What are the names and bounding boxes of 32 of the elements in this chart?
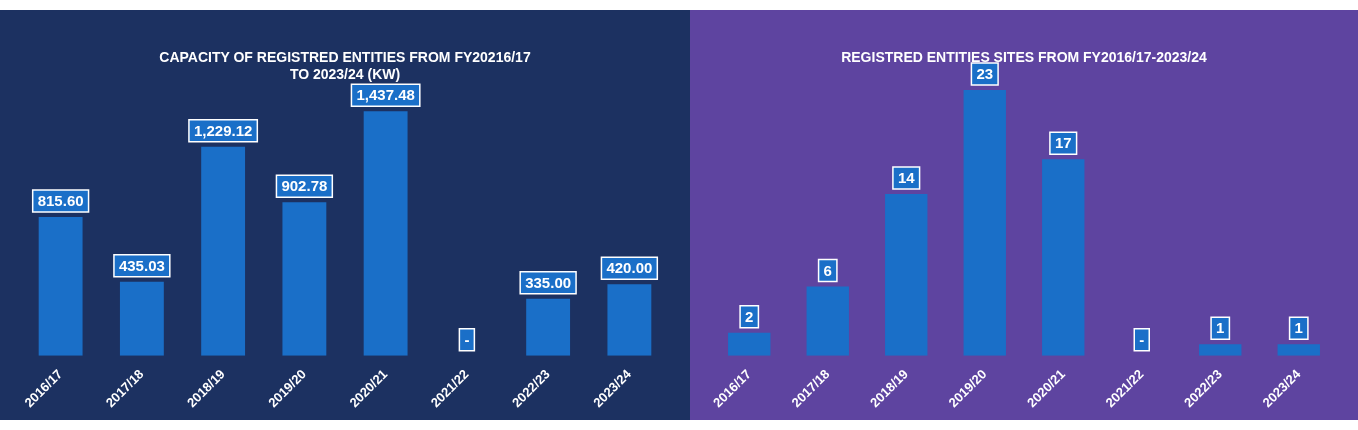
bar	[526, 298, 571, 356]
data-label: 2	[745, 307, 754, 325]
data-label: 17	[1054, 134, 1072, 152]
bar	[282, 202, 327, 356]
data-label: 14	[897, 169, 916, 187]
bar	[806, 286, 849, 356]
bar	[607, 284, 652, 356]
bar	[201, 146, 246, 356]
data-label: 435.03	[118, 256, 165, 274]
data-label: -	[1139, 330, 1145, 348]
data-label: 902.78	[281, 177, 328, 195]
data-label: 1	[1216, 319, 1225, 337]
bar	[363, 111, 408, 356]
bar	[1042, 159, 1085, 356]
data-label: 1	[1294, 319, 1303, 337]
data-label: 1,229.12	[193, 121, 253, 139]
chart-title: CAPACITY OF REGISTRED ENTITIES FROM FY20216/17 TO 2023/24 (KW)	[159, 49, 531, 83]
bar	[119, 281, 164, 356]
bar	[1277, 344, 1320, 356]
bar	[38, 217, 83, 356]
bar	[885, 193, 928, 356]
data-label: 420.00	[606, 259, 653, 277]
data-label: 815.60	[37, 192, 84, 210]
data-label: 1,437.48	[356, 86, 415, 104]
bar	[1199, 344, 1242, 356]
data-label: 23	[976, 65, 994, 83]
data-label: 335.00	[525, 273, 572, 291]
chart-title: REGISTRED ENTITIES SITES FROM FY2016/17-2023/24	[841, 49, 1208, 66]
bar	[963, 89, 1006, 356]
bar	[728, 332, 771, 356]
data-label: 6	[823, 261, 832, 279]
data-label: -	[464, 330, 470, 348]
